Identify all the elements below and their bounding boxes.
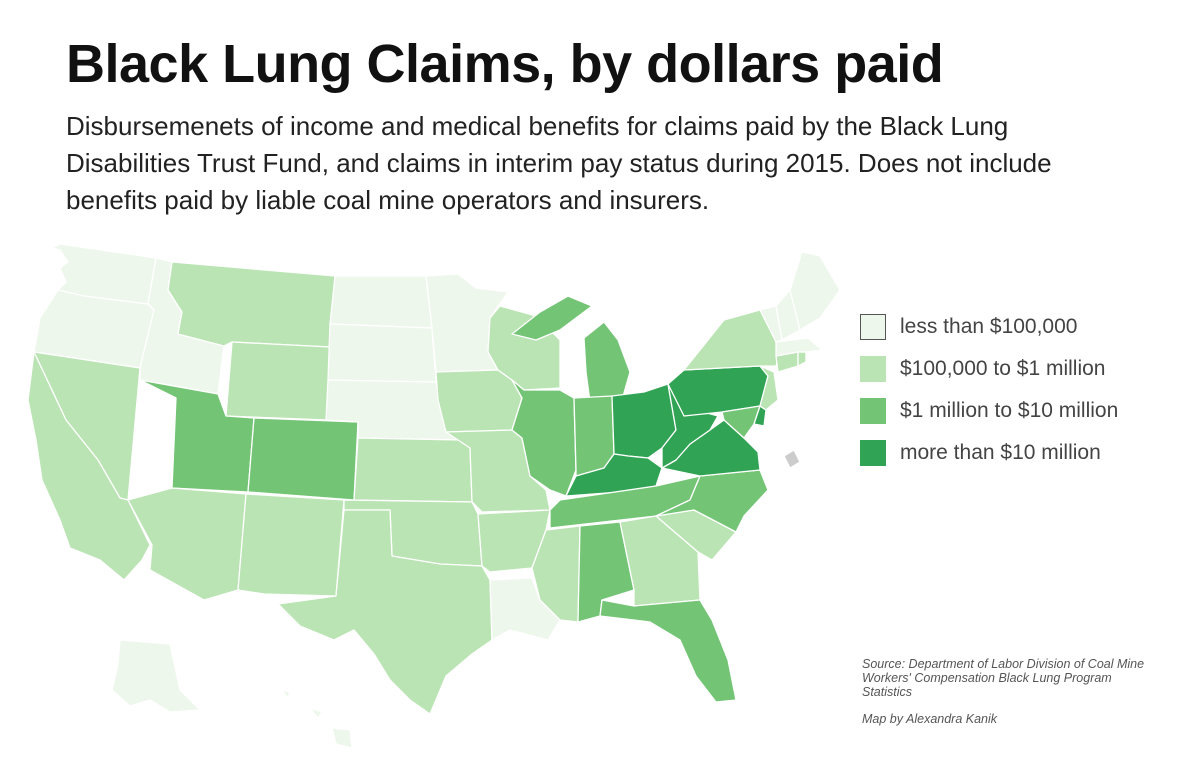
legend-label: $1 million to $10 million [900,399,1119,422]
state-montana [167,261,336,348]
state-maryland [721,405,761,439]
legend-item: $100,000 to $1 million [860,348,1118,390]
map-credit: Map by Alexandra Kanik [862,712,998,726]
state-california [27,351,151,581]
state-district-of-columbia [783,449,801,469]
legend-label: more than $10 million [900,441,1101,464]
us-choropleth-map [27,243,841,749]
state-wyoming [225,341,331,421]
state-massachusetts [775,337,823,357]
legend-swatch [860,440,886,466]
state-texas [277,509,493,715]
legend-item: more than $10 million [860,432,1118,474]
state-north-dakota [329,275,433,329]
state-arizona [127,487,247,601]
page-title: Black Lung Claims, by dollars paid [66,34,944,94]
state-illinois [511,379,577,497]
legend-label: less than $100,000 [900,315,1078,338]
legend-swatch [860,398,886,424]
legend-item: less than $100,000 [860,306,1118,348]
state-michigan [511,295,631,403]
state-south-dakota [327,323,437,383]
state-new-mexico [237,493,345,597]
state-north-carolina [655,469,769,533]
state-kansas [353,437,473,503]
state-alaska [111,639,201,713]
legend-item: $1 million to $10 million [860,390,1118,432]
state-rhode-island [797,351,807,367]
state-colorado [247,417,359,501]
state-maine [789,251,841,331]
state-florida [599,599,737,703]
legend-swatch [860,356,886,382]
state-new-jersey [759,365,779,411]
state-hawaii [281,689,353,749]
legend-swatch [860,314,886,340]
source-note: Source: Department of Labor Division of … [862,657,1145,699]
legend: less than $100,000 $100,000 to $1 millio… [860,306,1118,474]
page-subtitle: Disbursemenets of income and medical ben… [66,111,1052,215]
state-iowa [435,369,523,433]
legend-label: $100,000 to $1 million [900,357,1106,380]
state-louisiana [489,577,561,641]
